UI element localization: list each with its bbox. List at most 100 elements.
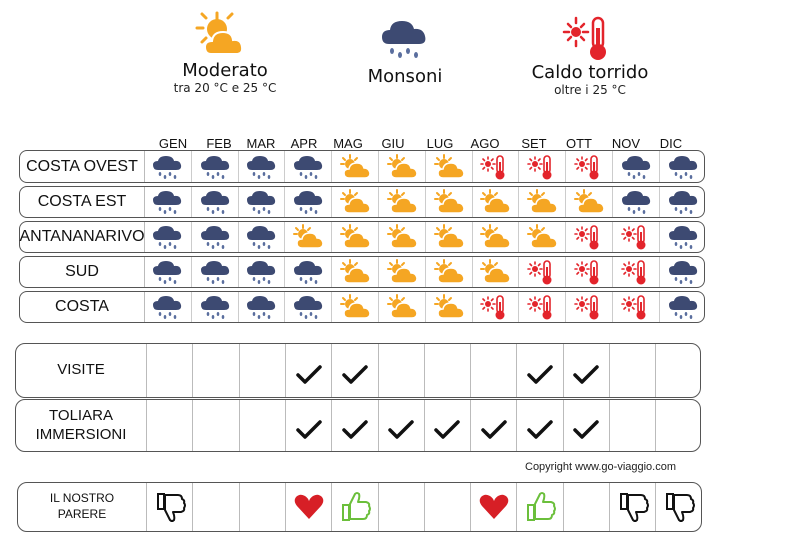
weather-cell — [378, 151, 425, 182]
parere-cell — [377, 483, 424, 531]
weather-cell — [190, 187, 238, 217]
weather-cell — [658, 292, 706, 322]
weather-cell — [658, 222, 706, 252]
activity-cell — [655, 400, 701, 451]
weather-cell — [471, 187, 519, 217]
activity-cell — [331, 400, 377, 451]
sun-cloud-icon — [385, 259, 419, 285]
parere-cell — [238, 483, 285, 531]
weather-cell — [565, 257, 612, 287]
rain-cloud-icon — [382, 21, 426, 58]
activity-cell — [238, 344, 285, 397]
checkmark-icon — [342, 364, 368, 386]
weather-cell — [331, 222, 378, 252]
weather-cell — [658, 257, 706, 287]
activity-cell — [562, 400, 609, 451]
activity-label: TOLIARA IMMERSIONI — [35, 406, 127, 443]
activity-cell — [470, 344, 516, 397]
parere-cell — [470, 483, 516, 531]
hot-thermometer-icon — [572, 259, 606, 285]
weather-cell — [565, 151, 612, 182]
rain-cloud-icon — [619, 154, 653, 180]
parere-cell — [331, 483, 377, 531]
month-label: DIC — [659, 136, 683, 151]
weather-cell — [658, 187, 706, 217]
weather-cell — [378, 222, 425, 252]
weather-cell — [190, 151, 238, 182]
parere-cell — [562, 483, 609, 531]
legend-caldo-torrido: Caldo torrido oltre i 25 °C — [510, 14, 670, 97]
sun-cloud-icon — [385, 153, 419, 180]
weather-cell — [237, 222, 285, 252]
weather-cell — [424, 257, 472, 287]
activity-cell — [655, 344, 701, 397]
rain-cloud-icon — [150, 154, 184, 180]
weather-cell — [518, 222, 565, 252]
activity-cell — [562, 344, 609, 397]
thumbs-down-icon — [662, 491, 696, 523]
weather-cell — [237, 292, 285, 322]
activity-cell — [331, 344, 377, 397]
region-label: SUD — [20, 257, 145, 287]
sun-cloud-icon — [432, 224, 466, 250]
activity-row: VISITE — [15, 343, 701, 398]
weather-cell — [144, 257, 191, 287]
rain-cloud-icon — [619, 189, 653, 215]
month-label: GIU — [381, 136, 405, 151]
copyright-text: Copyright www.go-viaggio.com — [525, 461, 677, 473]
rain-cloud-icon — [666, 189, 700, 215]
sun-cloud-icon — [432, 294, 466, 320]
rain-cloud-icon — [150, 224, 184, 250]
activity-cell — [470, 400, 516, 451]
checkmark-icon — [480, 419, 507, 441]
weather-cell — [565, 187, 612, 217]
weather-cell — [331, 151, 378, 182]
sun-cloud-icon — [385, 189, 419, 215]
sun-cloud-icon — [338, 294, 372, 320]
rain-cloud-icon — [244, 224, 278, 250]
activity-cell — [609, 400, 655, 451]
parere-cell — [423, 483, 470, 531]
weather-cell — [471, 292, 519, 322]
legend-title: Moderato — [182, 60, 268, 81]
activity-label: VISITE — [57, 361, 105, 379]
hot-thermometer-icon — [619, 294, 653, 320]
month-label: AGO — [470, 136, 500, 151]
weather-cell — [284, 222, 331, 252]
month-label: NOV — [611, 136, 641, 151]
sun-cloud-icon — [291, 224, 325, 250]
weather-cell — [331, 257, 378, 287]
sun-cloud-icon — [572, 189, 606, 215]
hot-thermometer-icon — [478, 294, 512, 320]
activity-cell — [284, 344, 331, 397]
hot-thermometer-icon — [572, 224, 606, 250]
weather-cell — [144, 187, 191, 217]
activity-cell — [284, 400, 331, 451]
sun-cloud-icon — [478, 224, 512, 250]
rain-cloud-icon — [291, 294, 325, 320]
thumbs-down-icon — [616, 491, 650, 523]
weather-cell — [331, 292, 378, 322]
parere-label: IL NOSTRO PARERE — [49, 491, 115, 521]
rain-cloud-icon — [666, 259, 700, 285]
hot-thermometer-icon — [619, 259, 653, 285]
parere-row: IL NOSTRO PARERE — [17, 482, 702, 532]
weather-cell — [518, 257, 565, 287]
activity-cell — [516, 400, 562, 451]
weather-cell — [565, 292, 612, 322]
activity-cell — [192, 400, 238, 451]
thumbs-down-icon — [153, 491, 187, 523]
sun-cloud-icon — [432, 189, 466, 215]
sun-cloud-icon — [385, 294, 419, 320]
parere-cell — [609, 483, 655, 531]
sun-cloud-icon — [478, 189, 512, 215]
sun-cloud-icon — [432, 259, 466, 285]
region-label: ANTANANARIVO — [19, 222, 145, 252]
weather-cell — [331, 187, 378, 217]
weather-cell — [612, 257, 659, 287]
sun-cloud-icon — [525, 189, 559, 215]
parere-cell — [146, 483, 192, 531]
month-label: GEN — [158, 136, 188, 151]
rain-cloud-icon — [244, 189, 278, 215]
weather-cell — [612, 222, 659, 252]
